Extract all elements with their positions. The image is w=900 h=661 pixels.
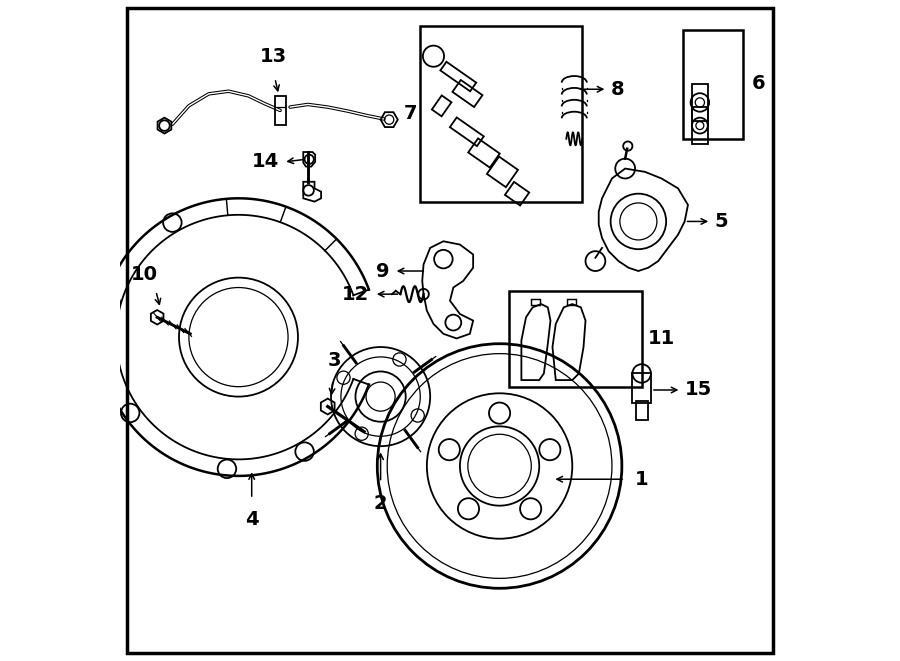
Polygon shape [100,198,369,476]
Bar [420,26,582,202]
Text: 6: 6 [752,75,765,93]
Text: 13: 13 [260,47,287,66]
Bar [635,401,648,420]
Bar [683,30,743,139]
Bar [531,299,540,305]
Text: 1: 1 [635,470,649,488]
Bar [692,85,707,121]
Bar [275,96,286,125]
Text: 8: 8 [610,80,625,98]
Text: 14: 14 [252,153,280,171]
Bar [633,373,651,403]
Text: 5: 5 [715,212,728,231]
Text: 2: 2 [374,494,387,514]
Bar [509,291,642,387]
Bar [692,107,707,143]
Text: 10: 10 [131,265,158,284]
Bar [567,299,576,305]
Text: 3: 3 [328,351,341,370]
Text: 12: 12 [342,285,369,303]
Text: 11: 11 [648,329,676,348]
Text: 15: 15 [685,381,712,399]
Text: 7: 7 [403,104,417,123]
Text: 9: 9 [375,262,389,280]
Text: 4: 4 [245,510,258,529]
